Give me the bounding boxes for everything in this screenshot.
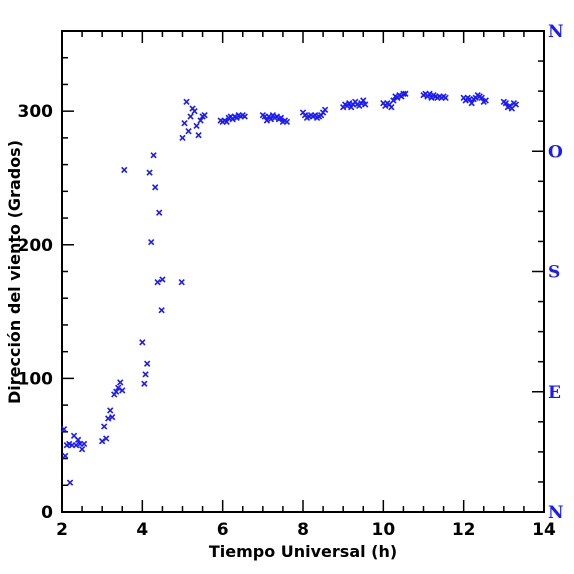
data-point xyxy=(105,415,112,422)
x-tick-label: 2 xyxy=(56,520,68,540)
data-point xyxy=(482,97,489,104)
data-point xyxy=(193,122,200,130)
data-point xyxy=(201,112,208,119)
data-point xyxy=(241,113,248,120)
data-point xyxy=(107,407,114,414)
data-point xyxy=(362,101,369,108)
x-axis-title: Tiempo Universal (h) xyxy=(209,542,397,561)
compass-label: N xyxy=(548,22,564,42)
data-point xyxy=(72,442,80,449)
data-point xyxy=(109,413,116,421)
data-point xyxy=(277,114,285,122)
data-point xyxy=(223,118,230,126)
compass-label: S xyxy=(548,263,560,283)
data-point xyxy=(141,380,148,387)
data-point xyxy=(121,166,128,174)
data-point xyxy=(390,97,397,104)
data-point xyxy=(80,440,88,448)
x-tick-label: 6 xyxy=(217,520,229,540)
data-point xyxy=(283,118,291,126)
data-point xyxy=(74,436,82,444)
x-tick-label: 12 xyxy=(452,520,476,540)
data-point xyxy=(66,479,74,486)
data-point xyxy=(150,152,157,159)
x-tick-label: 14 xyxy=(532,520,556,540)
data-point xyxy=(400,90,407,97)
data-point xyxy=(143,360,151,367)
data-point xyxy=(117,379,124,386)
compass-label: O xyxy=(548,142,563,162)
y-tick-label: 300 xyxy=(18,102,54,122)
axis-ticks xyxy=(61,30,545,513)
data-point xyxy=(197,117,204,124)
compass-labels: N E S O N xyxy=(548,22,564,523)
data-point xyxy=(115,384,122,391)
data-points xyxy=(60,90,520,486)
data-point xyxy=(113,388,120,395)
x-tick-label: 10 xyxy=(371,520,395,540)
data-point xyxy=(321,106,329,113)
data-point xyxy=(179,134,186,142)
data-point xyxy=(346,99,353,107)
x-tick-labels: 2 4 6 8 10 12 14 xyxy=(56,520,556,540)
data-point xyxy=(388,103,395,111)
data-point xyxy=(183,98,190,105)
data-point xyxy=(154,279,161,286)
data-point xyxy=(187,113,194,120)
x-tick-label: 4 xyxy=(136,520,148,540)
data-point xyxy=(99,438,106,445)
y-tick-label: 200 xyxy=(18,236,54,256)
data-point xyxy=(426,90,433,97)
data-point xyxy=(146,169,153,176)
compass-label: E xyxy=(548,383,561,403)
y-tick-label: 100 xyxy=(18,369,54,389)
y-tick-labels: 0 100 200 300 xyxy=(18,102,54,523)
data-point xyxy=(152,184,159,191)
data-point xyxy=(148,238,155,246)
data-point xyxy=(62,452,69,460)
data-point xyxy=(60,425,68,433)
data-point xyxy=(181,120,188,127)
data-point xyxy=(191,108,198,115)
data-point xyxy=(442,94,449,101)
data-point xyxy=(158,307,165,314)
data-point xyxy=(360,97,367,104)
data-point xyxy=(468,99,475,107)
x-tick-label: 8 xyxy=(297,520,309,540)
data-point xyxy=(159,276,166,283)
data-point xyxy=(101,423,108,430)
data-point xyxy=(185,128,192,135)
compass-label: N xyxy=(548,503,564,523)
data-point xyxy=(78,446,86,453)
data-point xyxy=(512,101,520,108)
data-point xyxy=(502,99,510,107)
data-point xyxy=(478,94,485,101)
y-axis-title: Dirección del viento (Grados) xyxy=(5,140,24,404)
data-point xyxy=(142,371,149,378)
data-point xyxy=(402,90,409,97)
data-point xyxy=(103,435,110,442)
data-point xyxy=(139,339,146,346)
data-point xyxy=(178,279,185,286)
data-point xyxy=(195,132,202,139)
data-point xyxy=(156,209,163,216)
y-tick-label: 0 xyxy=(41,503,53,523)
data-point xyxy=(263,117,271,124)
data-point xyxy=(267,116,275,123)
data-point xyxy=(119,387,126,394)
